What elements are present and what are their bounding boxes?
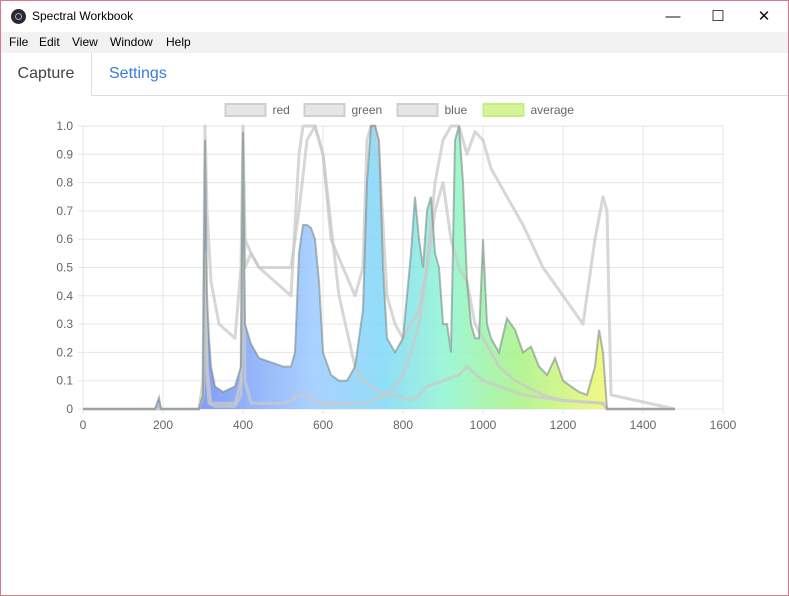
legend-swatch [482, 103, 525, 117]
legend-label: blue [445, 103, 468, 117]
y-tick-label: 0.9 [56, 147, 73, 161]
y-tick-label: 0.3 [56, 317, 73, 331]
legend-swatch [303, 103, 346, 117]
x-tick-label: 200 [153, 418, 173, 432]
chart-axes: 0 200 400 600 800 1000 1200 1400 1600 0 0.1 0.2 0.3 0… [56, 119, 736, 432]
menu-view[interactable]: View [72, 35, 98, 49]
menu-file[interactable]: File [9, 35, 29, 49]
spectrum-chart: 0 200 400 600 800 1000 1200 1400 1600 0 0.1 0.2 0.3 0… [56, 103, 737, 432]
y-tick-label: 0.6 [56, 232, 73, 246]
x-tick-label: 0 [80, 418, 87, 432]
menu-edit[interactable]: Edit [39, 35, 60, 49]
legend-label: average [531, 103, 575, 117]
series-average-area [83, 126, 675, 409]
menu-window[interactable]: Window [110, 35, 153, 49]
x-tick-label: 1200 [550, 418, 577, 432]
x-tick-label: 1600 [710, 418, 737, 432]
series-average-line [83, 125, 675, 410]
maximize-button[interactable]: ☐ [711, 8, 725, 25]
y-tick-label: 0.2 [56, 345, 73, 359]
tab-bar: Capture Settings [1, 53, 788, 96]
legend-item-blue[interactable]: blue [396, 103, 468, 117]
chart-legend[interactable]: red green blue average [224, 103, 575, 117]
legend-label: red [273, 103, 290, 117]
series-blue-line [83, 124, 675, 411]
menu-bar: File Edit View Window Help [1, 32, 788, 53]
legend-swatch [396, 103, 439, 117]
legend-label: green [352, 103, 383, 117]
window-title: Spectral Workbook [32, 9, 134, 23]
x-tick-label: 800 [393, 418, 413, 432]
x-tick-label: 1400 [630, 418, 657, 432]
legend-swatch [224, 103, 267, 117]
x-tick-label: 1000 [470, 418, 497, 432]
legend-item-average[interactable]: average [482, 103, 575, 117]
title-bar[interactable]: Spectral Workbook — ☐ ✕ [1, 1, 788, 32]
chart-grid [78, 125, 724, 414]
legend-item-green[interactable]: green [303, 103, 383, 117]
y-tick-label: 0.5 [56, 261, 73, 275]
y-tick-label: 0.8 [56, 176, 73, 190]
minimize-button[interactable]: — [665, 8, 681, 25]
close-button[interactable]: ✕ [757, 8, 771, 25]
y-tick-label: 0 [66, 402, 73, 416]
x-tick-label: 600 [313, 418, 333, 432]
y-tick-label: 1.0 [56, 119, 73, 133]
y-tick-label: 0.4 [56, 289, 73, 303]
legend-item-red[interactable]: red [224, 103, 290, 117]
chart-series [83, 124, 676, 411]
x-tick-label: 400 [233, 418, 253, 432]
app-logo-icon [11, 9, 26, 24]
menu-help[interactable]: Help [166, 35, 191, 49]
tab-capture[interactable]: Capture [1, 53, 92, 96]
y-tick-label: 0.1 [56, 374, 73, 388]
y-tick-label: 0.7 [56, 204, 73, 218]
tab-settings[interactable]: Settings [109, 65, 167, 82]
